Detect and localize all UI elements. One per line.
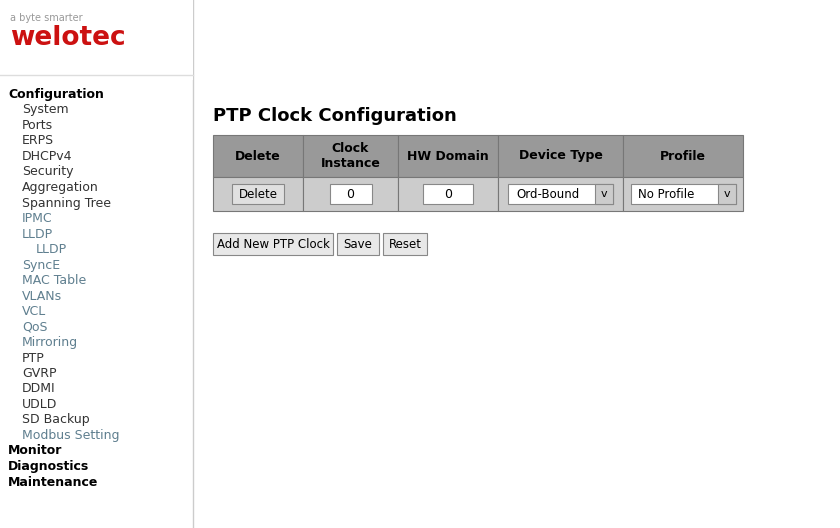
Text: Device Type: Device Type bbox=[518, 149, 602, 163]
Text: MAC Table: MAC Table bbox=[22, 274, 87, 287]
Bar bbox=[232, 184, 284, 204]
Text: SD Backup: SD Backup bbox=[22, 413, 90, 427]
Bar bbox=[398, 177, 498, 211]
Text: UDLD: UDLD bbox=[22, 398, 57, 411]
Text: IPMC: IPMC bbox=[22, 212, 53, 225]
Text: Maintenance: Maintenance bbox=[8, 476, 98, 488]
Bar bbox=[303, 135, 398, 177]
Text: LLDP: LLDP bbox=[22, 228, 53, 240]
Text: Clock
Instance: Clock Instance bbox=[321, 142, 381, 170]
Text: LLDP: LLDP bbox=[36, 243, 67, 256]
Text: HW Domain: HW Domain bbox=[407, 149, 489, 163]
Text: welotec: welotec bbox=[10, 25, 126, 51]
Text: QoS: QoS bbox=[22, 320, 48, 334]
Text: 0: 0 bbox=[347, 187, 354, 201]
Text: v: v bbox=[601, 189, 607, 199]
Text: Monitor: Monitor bbox=[8, 445, 62, 457]
Bar bbox=[508, 184, 613, 204]
Text: Configuration: Configuration bbox=[8, 88, 104, 101]
Text: a byte smarter: a byte smarter bbox=[10, 13, 82, 23]
Text: ERPS: ERPS bbox=[22, 135, 54, 147]
Text: Ports: Ports bbox=[22, 119, 53, 132]
Text: Delete: Delete bbox=[235, 149, 281, 163]
Text: 0: 0 bbox=[444, 187, 452, 201]
Bar bbox=[623, 135, 743, 177]
Bar bbox=[398, 135, 498, 177]
Text: DHCPv4: DHCPv4 bbox=[22, 150, 72, 163]
Bar bbox=[631, 184, 736, 204]
Text: Aggregation: Aggregation bbox=[22, 181, 99, 194]
Bar bbox=[0, 0, 193, 80]
Text: Ord-Bound: Ord-Bound bbox=[516, 187, 580, 201]
Text: Spanning Tree: Spanning Tree bbox=[22, 196, 111, 210]
Bar bbox=[595, 184, 613, 204]
Bar bbox=[498, 177, 623, 211]
Text: Save: Save bbox=[344, 238, 372, 250]
Text: Reset: Reset bbox=[388, 238, 422, 250]
Text: Modbus Setting: Modbus Setting bbox=[22, 429, 119, 442]
Bar bbox=[213, 135, 303, 177]
Text: Mirroring: Mirroring bbox=[22, 336, 78, 349]
Bar bbox=[337, 233, 379, 255]
Bar bbox=[329, 184, 371, 204]
Text: SyncE: SyncE bbox=[22, 259, 60, 271]
Text: PTP Clock Configuration: PTP Clock Configuration bbox=[213, 107, 457, 125]
Text: GVRP: GVRP bbox=[22, 367, 56, 380]
Text: System: System bbox=[22, 103, 69, 117]
Text: VCL: VCL bbox=[22, 305, 46, 318]
Text: v: v bbox=[723, 189, 730, 199]
Text: Delete: Delete bbox=[239, 187, 277, 201]
Text: Diagnostics: Diagnostics bbox=[8, 460, 89, 473]
Bar bbox=[623, 177, 743, 211]
Text: No Profile: No Profile bbox=[638, 187, 695, 201]
Text: VLANs: VLANs bbox=[22, 289, 62, 303]
Text: PTP: PTP bbox=[22, 352, 45, 364]
Text: Profile: Profile bbox=[660, 149, 706, 163]
Bar bbox=[717, 184, 736, 204]
Bar bbox=[383, 233, 427, 255]
Text: DDMI: DDMI bbox=[22, 382, 55, 395]
Bar bbox=[213, 177, 303, 211]
Bar bbox=[303, 177, 398, 211]
Bar bbox=[423, 184, 473, 204]
Text: Add New PTP Clock: Add New PTP Clock bbox=[217, 238, 329, 250]
Bar bbox=[213, 233, 333, 255]
Text: Security: Security bbox=[22, 165, 74, 178]
Bar bbox=[498, 135, 623, 177]
